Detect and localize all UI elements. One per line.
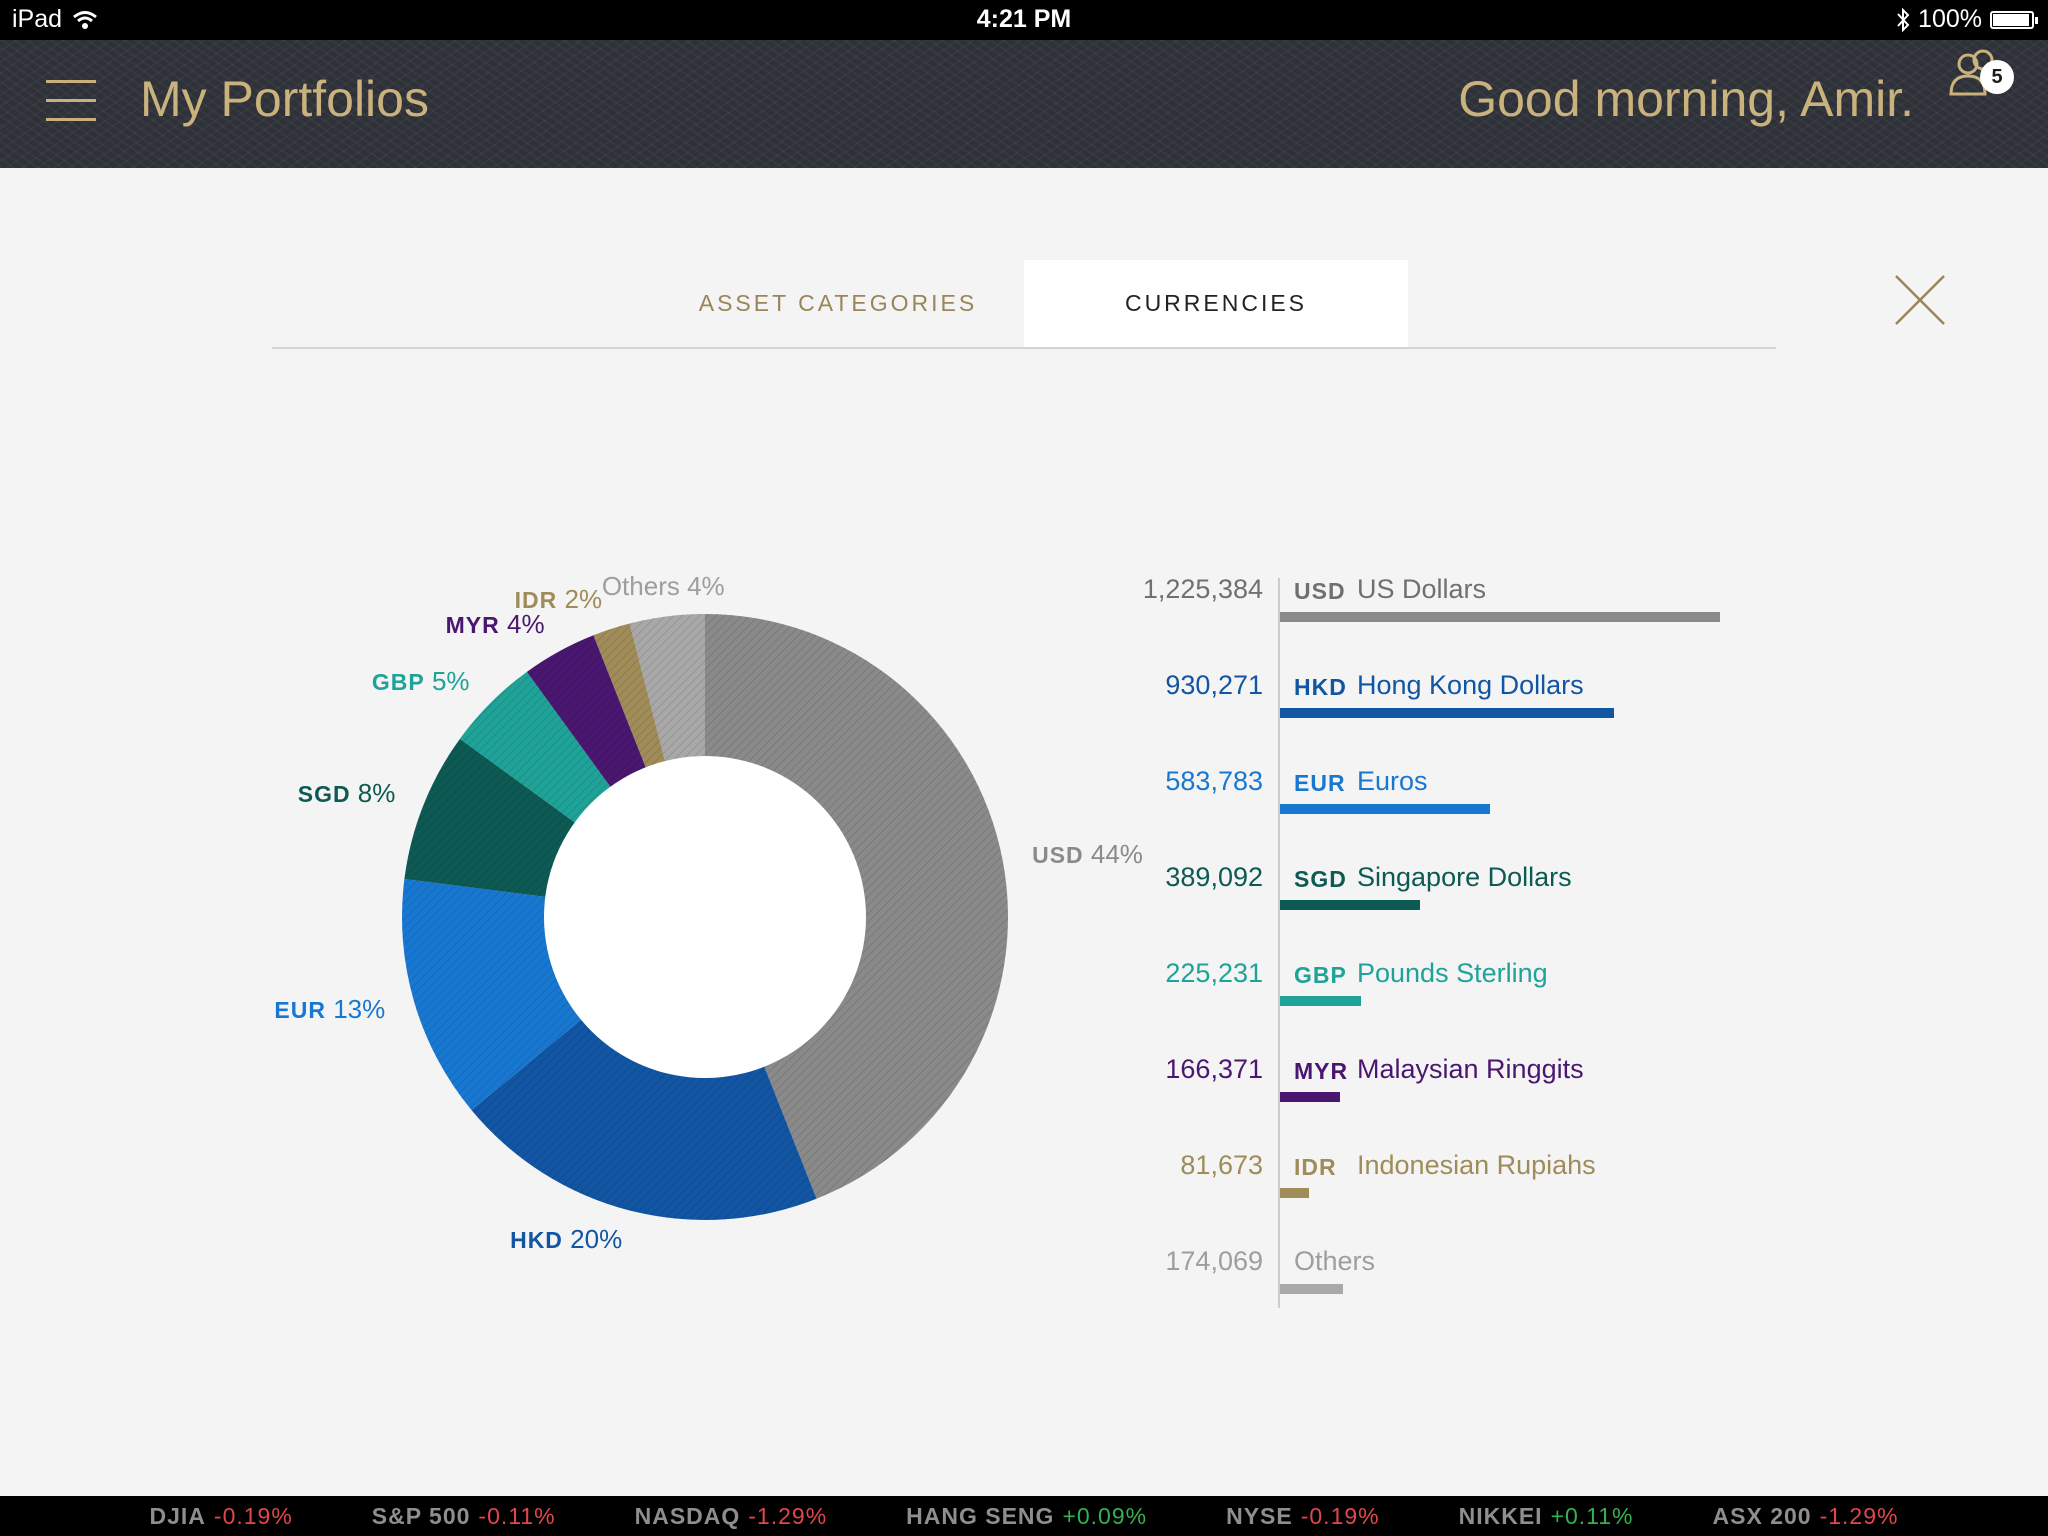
- greeting-text: Good morning, Amir.: [1458, 71, 1914, 127]
- ticker-change: +0.11%: [1550, 1502, 1634, 1529]
- ticker-item: NYSE -0.19%: [1226, 1503, 1380, 1530]
- donut-label-usd: USD 44%: [1032, 838, 1143, 869]
- currency-bar: [1280, 1284, 1343, 1294]
- menu-icon[interactable]: [46, 80, 96, 124]
- currency-code: EUR: [1294, 770, 1346, 796]
- donut-label-eur: EUR 13%: [274, 993, 386, 1024]
- currency-code: HKD: [1294, 674, 1347, 700]
- ticker-change: -1.29%: [748, 1502, 828, 1529]
- status-bar: iPad 4:21 PM 100%: [0, 0, 2048, 40]
- ticker-item: NIKKEI +0.11%: [1459, 1503, 1634, 1530]
- currency-amount: 583,783: [1165, 766, 1263, 796]
- donut-label-sgd: SGD 8%: [297, 778, 396, 809]
- bar-axis: [1278, 578, 1280, 1308]
- currency-name: Indonesian Rupiahs: [1357, 1150, 1596, 1180]
- currency-bar: [1280, 804, 1490, 814]
- currency-code: MYR: [1294, 1058, 1349, 1084]
- currency-bar: [1280, 708, 1615, 718]
- currency-name: Pounds Sterling: [1357, 958, 1548, 988]
- tab-currencies[interactable]: CURRENCIES: [1024, 260, 1408, 347]
- ticker-item: NASDAQ -1.29%: [635, 1503, 828, 1530]
- ticker-index-name: NYSE: [1226, 1502, 1293, 1529]
- donut-label-idr: IDR 2%: [514, 584, 603, 615]
- device-label: iPad: [12, 5, 63, 33]
- currency-row-usd[interactable]: 1,225,384 USD US Dollars: [0, 574, 2048, 670]
- status-bar-right: 100%: [1896, 5, 2038, 34]
- currency-amount: 81,673: [1180, 1150, 1263, 1180]
- ticker-index-name: DJIA: [149, 1502, 206, 1529]
- currency-amount: 1,225,384: [1142, 574, 1263, 604]
- currency-amount: 930,271: [1165, 670, 1263, 700]
- ticker-change: -0.11%: [478, 1502, 556, 1529]
- page-title: My Portfolios: [140, 71, 429, 127]
- market-ticker: DJIA -0.19% S&P 500 -0.11% NASDAQ -1.29% HANG …: [0, 1496, 2048, 1536]
- currency-bar: [1280, 1188, 1310, 1198]
- ticker-index-name: NIKKEI: [1458, 1502, 1543, 1529]
- currency-code: SGD: [1294, 866, 1347, 892]
- currency-row-others[interactable]: 174,069 Others: [0, 1246, 2048, 1342]
- ticker-change: -1.29%: [1819, 1502, 1899, 1529]
- currency-row-idr[interactable]: 81,673 IDR Indonesian Rupiahs: [0, 1150, 2048, 1246]
- currency-amount: 389,092: [1165, 862, 1263, 892]
- ticker-item: S&P 500 -0.11%: [372, 1503, 556, 1530]
- currency-bar: [1280, 612, 1720, 622]
- currency-amount: 166,371: [1165, 1054, 1263, 1084]
- currency-amount: 174,069: [1165, 1246, 1263, 1276]
- currency-row-hkd[interactable]: 930,271 HKD Hong Kong Dollars: [0, 670, 2048, 766]
- status-time: 4:21 PM: [976, 5, 1072, 33]
- ticker-index-name: NASDAQ: [634, 1502, 741, 1529]
- currency-bar: [1280, 900, 1420, 910]
- donut-label-myr: MYR 4%: [445, 609, 545, 640]
- currency-name: Singapore Dollars: [1357, 862, 1572, 892]
- ticker-change: -0.19%: [1300, 1502, 1380, 1529]
- currency-row-eur[interactable]: 583,783 EUR Euros: [0, 766, 2048, 862]
- ticker-index-name: S&P 500: [371, 1502, 471, 1529]
- bluetooth-icon: [1897, 7, 1910, 32]
- notification-badge: 5: [1980, 60, 2014, 94]
- battery-icon: [1990, 10, 2038, 29]
- currency-name: Hong Kong Dollars: [1357, 670, 1584, 700]
- currency-name: US Dollars: [1357, 574, 1487, 604]
- ticker-item: ASX 200 -1.29%: [1713, 1503, 1899, 1530]
- ticker-item: HANG SENG +0.09%: [906, 1503, 1147, 1530]
- tabs-divider: [272, 347, 1776, 349]
- tab-asset-categories[interactable]: ASSET CATEGORIES: [698, 290, 978, 316]
- donut-svg: [401, 614, 1008, 1220]
- currency-code: IDR: [1294, 1154, 1337, 1180]
- currency-bar: [1280, 1092, 1340, 1102]
- close-icon[interactable]: [1894, 274, 1946, 326]
- currency-row-sgd[interactable]: 389,092 SGD Singapore Dollars: [0, 862, 2048, 958]
- currency-amount: 225,231: [1165, 958, 1263, 988]
- currency-code: USD: [1294, 578, 1346, 604]
- wifi-icon: [73, 10, 97, 29]
- currency-row-gbp[interactable]: 225,231 GBP Pounds Sterling: [0, 958, 2048, 1054]
- currency-name: Malaysian Ringgits: [1357, 1054, 1584, 1084]
- currency-name: Euros: [1357, 766, 1428, 796]
- status-bar-left: iPad: [12, 5, 98, 34]
- currency-row-myr[interactable]: 166,371 MYR Malaysian Ringgits: [0, 1054, 2048, 1150]
- currency-name: Others: [1294, 1246, 1376, 1276]
- currency-bar: [1280, 996, 1361, 1006]
- ticker-index-name: ASX 200: [1712, 1502, 1812, 1529]
- currency-code: GBP: [1294, 962, 1347, 988]
- donut-label-gbp: GBP 5%: [371, 665, 470, 696]
- ticker-change: -0.19%: [213, 1502, 293, 1529]
- currency-donut-chart: USD 44% HKD 20% EUR 13% SGD 8% GBP 5% MYR 4% I…: [274, 560, 1143, 1260]
- battery-percent: 100%: [1918, 5, 1982, 33]
- ticker-item: DJIA -0.19%: [150, 1503, 293, 1530]
- app-header: My Portfolios Good morning, Amir.: [0, 40, 2048, 168]
- donut-label-others: Others 4%: [601, 570, 725, 601]
- donut-label-hkd: HKD 20%: [510, 1223, 623, 1254]
- ticker-index-name: HANG SENG: [906, 1502, 1055, 1529]
- ticker-change: +0.09%: [1062, 1502, 1148, 1529]
